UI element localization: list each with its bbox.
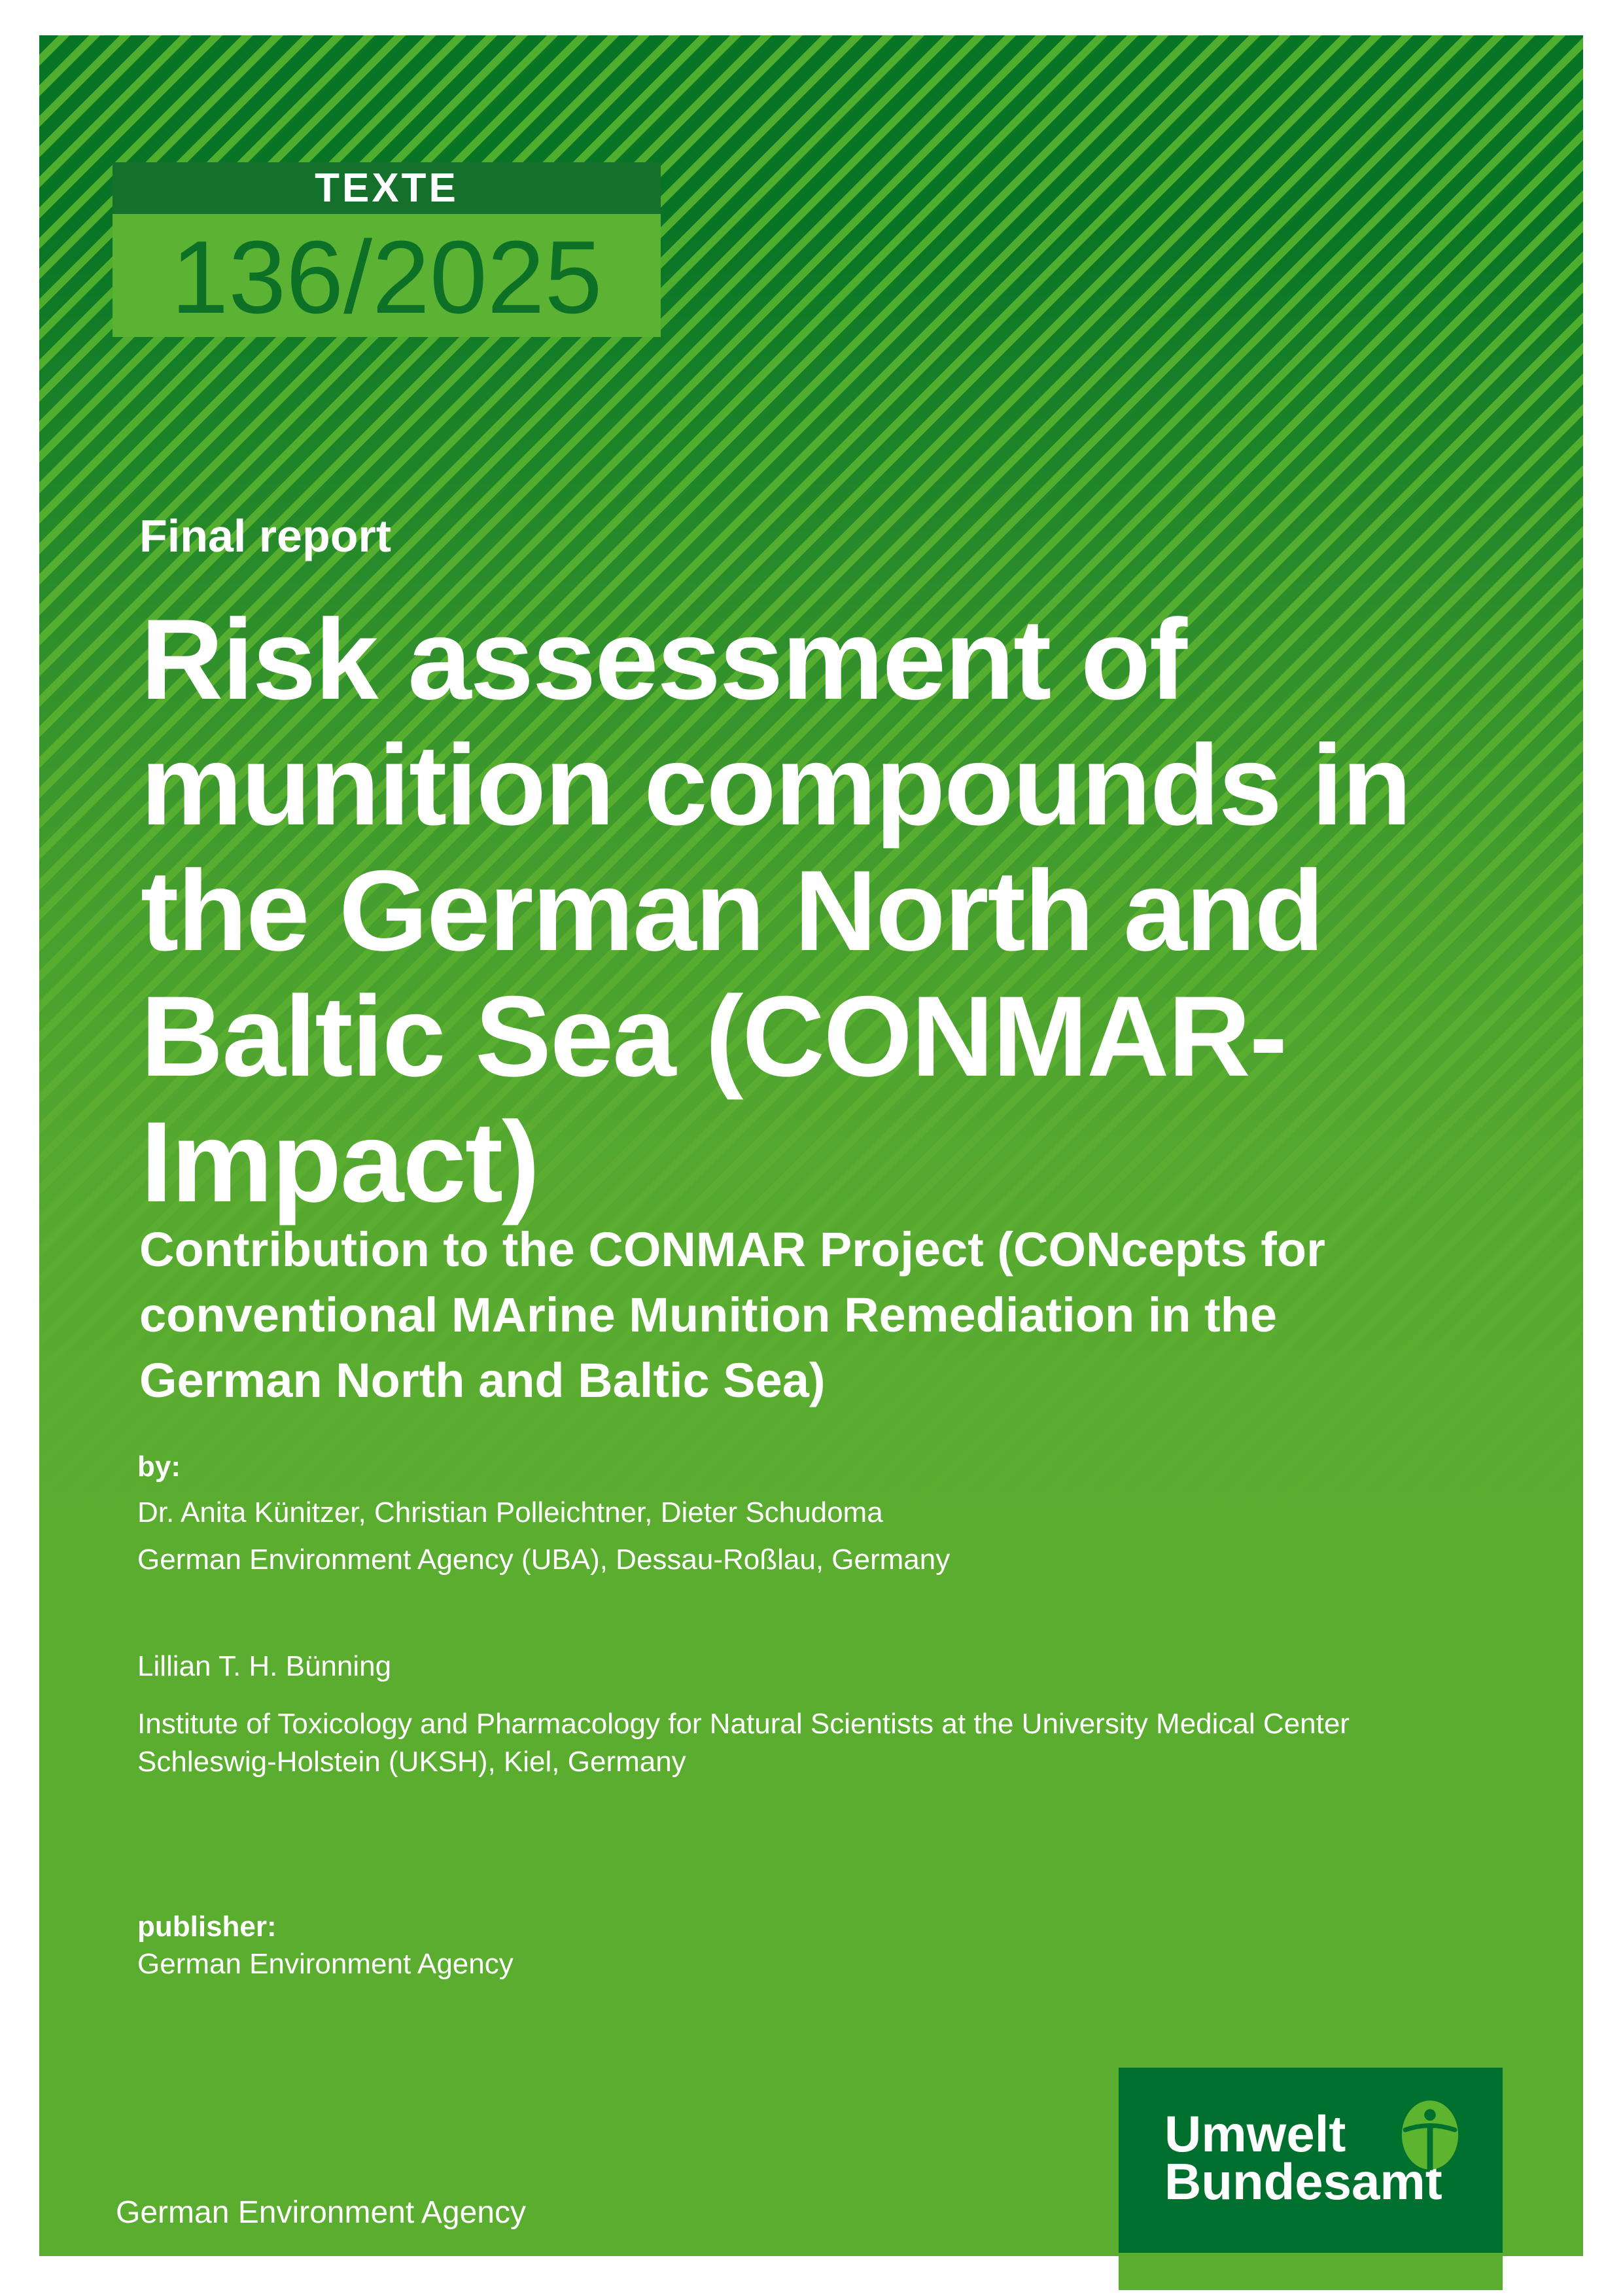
- issue-badge: TEXTE 136/2025: [113, 162, 661, 337]
- logo-strip: [1119, 2253, 1503, 2290]
- by-label: by:: [137, 1451, 181, 1483]
- subtitle-line-3: German North and Baltic Sea): [139, 1353, 826, 1407]
- issue-number-text: 136/2025: [171, 219, 602, 335]
- publisher-name: German Environment Agency: [137, 1948, 514, 1980]
- subtitle-line-2: conventional MArine Munition Remediation…: [139, 1288, 1278, 1342]
- report-type-label: Final report: [139, 510, 392, 561]
- cover-background: TEXTE 136/2025 Final report Risk assessm…: [39, 35, 1583, 2256]
- footer-agency: German Environment Agency: [116, 2195, 526, 2230]
- title-line-1: Risk assessment of: [141, 596, 1187, 724]
- uba-logo: Umwelt Bundesamt: [1119, 2068, 1503, 2290]
- title-line-5: Impact): [141, 1099, 540, 1226]
- title-line-2: munition compounds in: [141, 722, 1412, 849]
- report-title: Risk assessment of munition compounds in…: [141, 596, 1412, 1226]
- uba-logo-word-bundesamt: Bundesamt: [1164, 2153, 1442, 2210]
- uba-logo-word-umwelt: Umwelt: [1164, 2105, 1346, 2163]
- author-affiliation-uksh-line-2: Schleswig-Holstein (UKSH), Kiel, Germany: [137, 1746, 686, 1778]
- series-label: TEXTE: [113, 162, 661, 214]
- uba-figure-icon: [1401, 2100, 1459, 2170]
- report-subtitle: Contribution to the CONMAR Project (CONc…: [139, 1217, 1325, 1413]
- author-affiliation-uksh-line-1: Institute of Toxicology and Pharmacology…: [137, 1708, 1350, 1740]
- issue-number: 136/2025: [113, 214, 661, 337]
- author-affiliation-uba: German Environment Agency (UBA), Dessau-…: [137, 1544, 951, 1576]
- author-names-uksh: Lillian T. H. Bünning: [137, 1650, 392, 1682]
- title-line-3: the German North and: [141, 847, 1324, 975]
- series-label-text: TEXTE: [315, 166, 459, 211]
- uba-logo-box: Umwelt Bundesamt: [1119, 2068, 1503, 2253]
- title-line-4: Baltic Sea (CONMAR-: [141, 973, 1287, 1101]
- author-names-uba: Dr. Anita Künitzer, Christian Polleichtn…: [137, 1496, 883, 1528]
- subtitle-line-1: Contribution to the CONMAR Project (CONc…: [139, 1222, 1325, 1277]
- publisher-label: publisher:: [137, 1911, 277, 1943]
